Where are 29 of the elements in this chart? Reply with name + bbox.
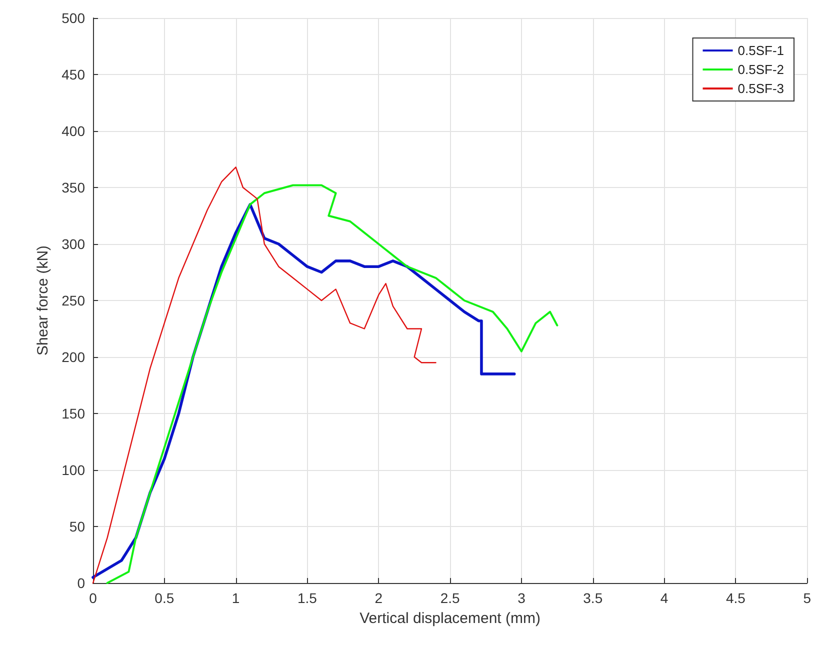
- y-tick-label: 450: [62, 66, 86, 82]
- x-tick-label: 0: [89, 590, 98, 606]
- y-tick-label: 500: [62, 10, 86, 26]
- y-tick-label: 350: [62, 180, 86, 196]
- legend-label: 0.5SF-2: [738, 62, 784, 77]
- x-tick-label: 4.5: [726, 590, 746, 606]
- x-tick-label: 3.5: [583, 590, 603, 606]
- y-axis-title: Shear force (kN): [34, 245, 52, 356]
- x-tick-label: 4: [660, 590, 668, 606]
- x-tick-label: 2: [374, 590, 383, 606]
- x-tick-label: 1: [232, 590, 240, 606]
- legend-label: 0.5SF-3: [738, 81, 784, 96]
- y-tick-label: 50: [69, 518, 86, 534]
- y-tick-label: 150: [62, 406, 86, 422]
- line-series: [106, 184, 558, 584]
- y-tick-label: 100: [62, 462, 86, 478]
- y-tick-label: 400: [62, 123, 86, 139]
- x-tick-label: 5: [803, 590, 812, 606]
- y-tick-label: 300: [62, 236, 86, 252]
- y-tick-label: 250: [62, 292, 86, 308]
- x-tick-label: 0.5: [154, 590, 174, 606]
- legend-label: 0.5SF-1: [738, 43, 784, 58]
- x-axis-title: Vertical displacement (mm): [360, 610, 540, 627]
- y-tick-label: 200: [62, 349, 86, 365]
- line-series: [92, 166, 436, 584]
- x-tick-label: 3: [518, 590, 526, 606]
- y-tick-label: 0: [77, 575, 86, 591]
- x-tick-label: 1.5: [298, 590, 318, 606]
- x-tick-label: 2.5: [440, 590, 460, 606]
